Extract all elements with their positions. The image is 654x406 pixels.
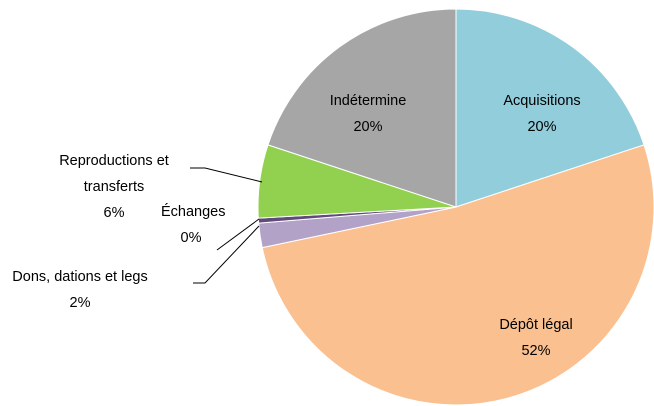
value-label: 52% <box>521 343 551 359</box>
pie-slice <box>267 8 457 208</box>
leader-line <box>216 218 260 251</box>
slice-label: Dons, dations et legs 2% <box>5 264 155 316</box>
category-label: Indétermine <box>329 93 407 109</box>
slice-label: Reproductions et transferts 6% <box>29 148 199 226</box>
value-label: 6% <box>103 205 125 221</box>
pie-slice <box>261 144 654 406</box>
slice-label: Dépôt légal 52% <box>461 312 611 364</box>
leader-line <box>193 225 260 284</box>
leader-line <box>190 167 263 183</box>
category-label: Reproductions et transferts <box>59 153 169 195</box>
value-label: 0% <box>180 230 202 246</box>
category-label: Échanges <box>161 204 226 220</box>
value-label: 2% <box>69 295 91 311</box>
slice-label: Échanges 0% <box>161 199 241 251</box>
category-label: Dons, dations et legs <box>12 269 148 285</box>
slice-label: Indétermine 20% <box>293 88 443 140</box>
category-label: Dépôt légal <box>499 317 573 333</box>
pie-slice <box>455 8 645 208</box>
category-label: Acquisitions <box>503 93 581 109</box>
slice-label: Acquisitions 20% <box>467 88 617 140</box>
value-label: 20% <box>527 119 557 135</box>
value-label: 20% <box>353 119 383 135</box>
